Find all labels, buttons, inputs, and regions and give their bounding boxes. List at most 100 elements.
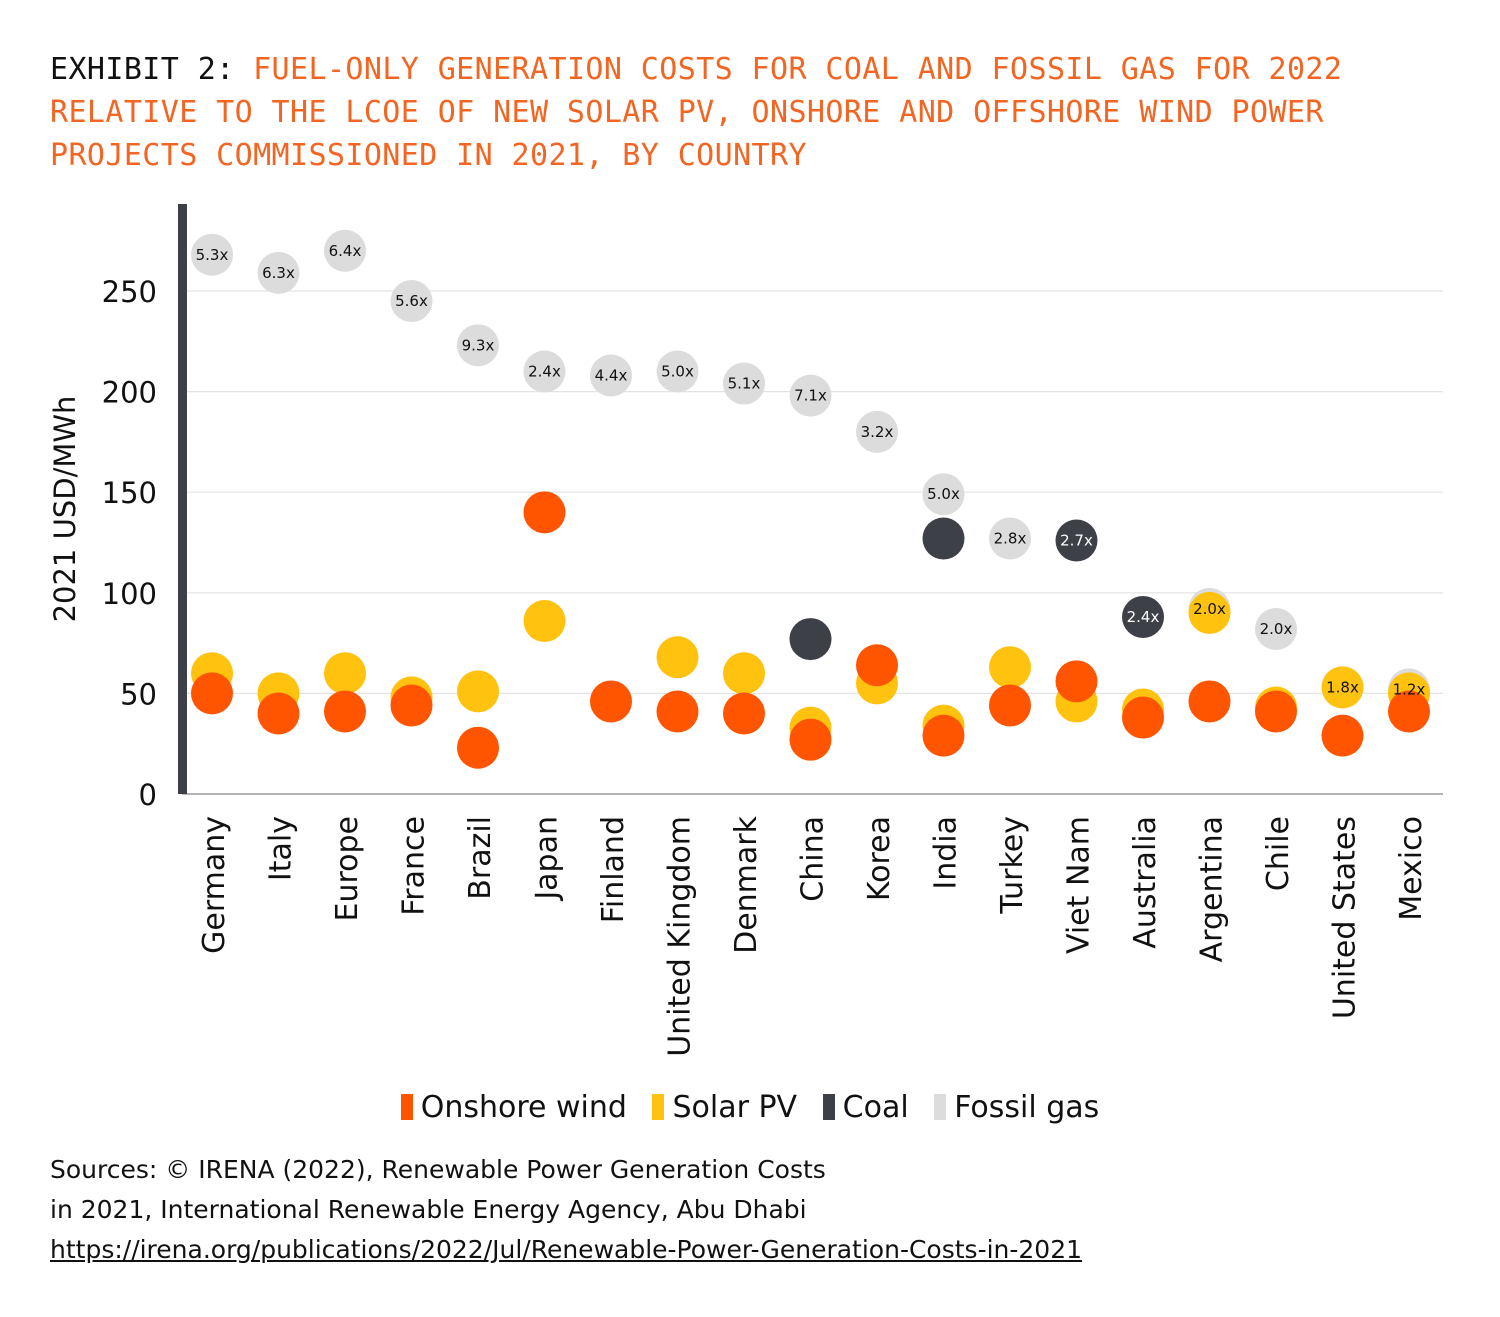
multiple-label: 2.4x bbox=[1127, 608, 1160, 626]
x-tick-label: Australia bbox=[1128, 816, 1163, 949]
point-fossil-gas bbox=[257, 251, 300, 294]
x-tick-label: United States bbox=[1328, 816, 1363, 1019]
legend-swatch-fossil-gas bbox=[934, 1094, 947, 1120]
legend-item-solar-pv: Solar PV bbox=[652, 1090, 797, 1125]
point-solar-pv bbox=[324, 652, 366, 695]
legend-label-coal: Coal bbox=[842, 1090, 909, 1125]
y-tick-label: 250 bbox=[102, 275, 157, 309]
point-onshore-wind bbox=[922, 714, 965, 757]
chart-title: EXHIBIT 2: FUEL-ONLY GENERATION COSTS FO… bbox=[50, 48, 1470, 177]
legend-item-coal: Coal bbox=[822, 1090, 909, 1125]
point-onshore-wind bbox=[1122, 696, 1164, 739]
multiple-label: 2.0x bbox=[1260, 620, 1293, 638]
point-onshore-wind bbox=[257, 692, 300, 735]
point-solar-pv bbox=[989, 646, 1031, 689]
multiple-label: 5.6x bbox=[395, 292, 428, 310]
multiple-label: 2.0x bbox=[1193, 600, 1226, 618]
point-coal bbox=[1055, 519, 1098, 562]
x-tick-label: Brazil bbox=[463, 816, 498, 900]
point-onshore-wind bbox=[457, 726, 499, 769]
legend-item-onshore-wind: Onshore wind bbox=[400, 1090, 627, 1125]
x-tick-label: Italy bbox=[264, 816, 299, 881]
sources-link[interactable]: https://irena.org/publications/2022/Jul/… bbox=[50, 1235, 1083, 1264]
point-onshore-wind bbox=[523, 491, 566, 534]
point-onshore-wind bbox=[1055, 660, 1098, 703]
point-fossil-gas bbox=[789, 374, 832, 417]
multiple-label: 2.4x bbox=[528, 362, 561, 380]
multiple-label: 6.4x bbox=[329, 242, 362, 260]
multiple-label: 5.0x bbox=[927, 485, 960, 503]
point-fossil-gas bbox=[457, 324, 499, 367]
point-onshore-wind bbox=[856, 644, 898, 687]
x-tick-label: Germany bbox=[197, 816, 232, 954]
multiple-label: 2.7x bbox=[1060, 531, 1093, 549]
point-fossil-gas bbox=[656, 350, 699, 393]
x-tick-label: Japan bbox=[530, 816, 565, 902]
legend-swatch-solar-pv bbox=[652, 1094, 665, 1120]
point-solar-pv bbox=[523, 599, 566, 642]
x-tick-label: Argentina bbox=[1195, 816, 1230, 962]
y-tick-label: 0 bbox=[139, 778, 157, 812]
sources-line-1: Sources: © IRENA (2022), Renewable Power… bbox=[50, 1155, 826, 1184]
legend-label-solar-pv: Solar PV bbox=[672, 1090, 798, 1125]
point-fossil-gas bbox=[856, 410, 898, 453]
point-solar-pv bbox=[723, 652, 765, 695]
title-text: FUEL-ONLY GENERATION COSTS FOR COAL AND … bbox=[50, 52, 1343, 173]
legend-swatch-coal bbox=[822, 1094, 835, 1120]
x-tick-label: Europe bbox=[330, 816, 365, 922]
point-fossil-gas bbox=[922, 473, 965, 516]
y-tick-label: 100 bbox=[102, 577, 157, 611]
point-onshore-wind bbox=[989, 684, 1031, 727]
point-fossil-gas bbox=[523, 350, 566, 393]
legend-label-onshore-wind: Onshore wind bbox=[420, 1090, 627, 1125]
multiple-label: 5.3x bbox=[196, 246, 229, 264]
scatter-chart: 0 50 100 150 200 250 2021 USD/MWh Germany Italy E… bbox=[48, 204, 1443, 1057]
point-onshore-wind bbox=[1255, 690, 1297, 733]
point-onshore-wind bbox=[789, 718, 832, 761]
point-solar-pv bbox=[656, 636, 699, 679]
multiple-label: 4.4x bbox=[595, 367, 628, 385]
sources-line-2: in 2021, International Renewable Energy … bbox=[50, 1195, 807, 1224]
point-fossil-gas bbox=[324, 229, 366, 272]
point-onshore-wind bbox=[191, 672, 233, 715]
point-onshore-wind bbox=[324, 690, 366, 733]
sources: Sources: © IRENA (2022), Renewable Power… bbox=[50, 1150, 1082, 1270]
point-fossil-gas bbox=[989, 517, 1031, 560]
x-tick-label: Chile bbox=[1261, 816, 1296, 891]
point-fossil-gas bbox=[191, 233, 233, 276]
x-tick-label: China bbox=[796, 816, 831, 902]
x-tick-label: United Kingdom bbox=[663, 816, 698, 1057]
point-coal bbox=[1122, 595, 1164, 638]
y-tick-label: 50 bbox=[120, 677, 157, 711]
point-fossil-gas bbox=[723, 362, 765, 405]
multiple-label: 7.1x bbox=[794, 387, 827, 405]
multiple-label: 2.8x bbox=[994, 529, 1027, 547]
x-tick-label: Viet Nam bbox=[1062, 816, 1097, 954]
point-onshore-wind bbox=[723, 692, 765, 735]
legend: Onshore wind Solar PV Coal Fossil gas bbox=[0, 1090, 1500, 1125]
point-solar-pv bbox=[1321, 666, 1364, 709]
point-onshore-wind bbox=[390, 684, 433, 727]
title-prefix: EXHIBIT 2: bbox=[50, 52, 235, 87]
x-tick-label: Denmark bbox=[729, 815, 764, 954]
point-coal bbox=[789, 618, 832, 661]
y-axis-label: 2021 USD/MWh bbox=[48, 396, 82, 623]
multiple-label: 5.0x bbox=[661, 362, 694, 380]
point-fossil-gas bbox=[1255, 608, 1297, 651]
point-onshore-wind bbox=[1321, 714, 1364, 757]
point-onshore-wind bbox=[656, 690, 699, 733]
y-axis-bar bbox=[178, 204, 187, 794]
x-tick-label: Turkey bbox=[995, 816, 1030, 915]
point-fossil-gas bbox=[390, 280, 433, 323]
point-solar-pv bbox=[457, 670, 499, 713]
point-solar-pv bbox=[1188, 591, 1231, 634]
multiple-label: 5.1x bbox=[728, 375, 761, 393]
point-coal bbox=[922, 517, 965, 560]
legend-swatch-onshore-wind bbox=[400, 1094, 413, 1120]
y-tick-label: 200 bbox=[102, 376, 157, 410]
multiple-label: 6.3x bbox=[262, 264, 295, 282]
y-tick-label: 150 bbox=[102, 476, 157, 510]
multiple-label: 1.2x bbox=[1393, 680, 1426, 698]
multiple-label: 1.8x bbox=[1326, 678, 1359, 696]
point-fossil-gas bbox=[590, 354, 632, 397]
